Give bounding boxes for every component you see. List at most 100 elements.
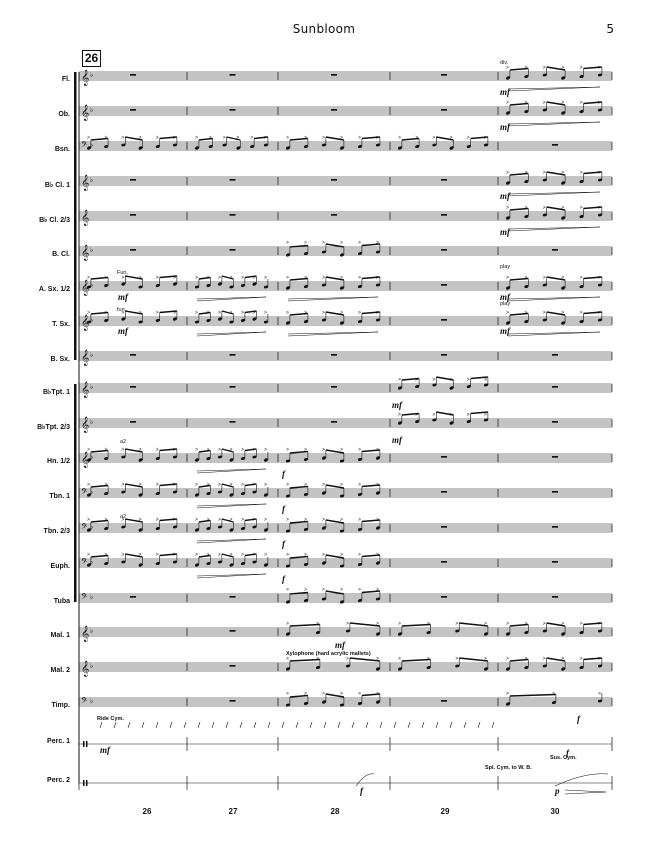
notehead	[222, 143, 227, 147]
notehead	[339, 321, 345, 325]
beam	[459, 657, 488, 662]
notehead	[375, 283, 381, 287]
accent-icon: >	[322, 482, 325, 488]
beam	[90, 519, 109, 523]
notehead	[455, 629, 460, 633]
whole-rest-icon	[331, 74, 337, 76]
beam	[90, 276, 109, 280]
accent-icon: >	[432, 135, 435, 141]
accent-icon: >	[598, 100, 601, 106]
beam	[546, 171, 566, 176]
treble-clef-icon: 𝄞	[81, 417, 89, 433]
instrument-label: Perc. 1	[47, 738, 70, 745]
accent-icon: >	[561, 656, 564, 662]
instrument-label: Mal. 2	[50, 667, 70, 674]
instrument-label: B♭Tpt. 2/3	[37, 424, 70, 431]
beam	[125, 136, 143, 141]
notehead	[597, 73, 603, 77]
notehead	[206, 491, 211, 496]
beam	[159, 275, 177, 279]
notehead	[236, 146, 241, 150]
accent-icon: >	[104, 447, 107, 453]
instrument-label: Ob.	[58, 111, 70, 118]
instrument-label: B♭ Cl. 2/3	[39, 217, 70, 224]
notehead	[561, 632, 566, 636]
whole-rest-icon	[130, 596, 136, 598]
notehead	[138, 563, 143, 567]
whole-rest-icon	[441, 74, 447, 76]
accent-icon: >	[156, 552, 159, 558]
notehead	[121, 455, 126, 459]
dyn-fl: mf	[500, 87, 510, 97]
accent-icon: >	[484, 621, 487, 627]
notehead	[240, 526, 246, 531]
accent-icon: >	[139, 135, 142, 141]
accent-icon: >	[561, 65, 564, 71]
accent-icon: >	[207, 482, 210, 488]
beam	[361, 311, 380, 315]
notehead	[505, 111, 511, 115]
notehead	[483, 632, 489, 636]
accent-icon: >	[358, 310, 361, 316]
dyn-tbn1: f	[282, 504, 285, 514]
notehead	[104, 283, 109, 288]
notehead	[263, 528, 269, 532]
notehead	[375, 250, 381, 254]
notehead	[172, 143, 178, 147]
notehead	[206, 456, 211, 461]
treble-clef-icon: 𝄞	[81, 210, 89, 226]
notehead	[303, 598, 309, 603]
notehead	[138, 458, 143, 462]
ride-stroke	[407, 721, 411, 729]
accent-icon: >	[346, 656, 349, 662]
accent-icon: >	[156, 275, 159, 281]
notehead	[104, 491, 109, 496]
accent-icon: >	[264, 135, 267, 141]
beam	[289, 137, 308, 141]
beam	[583, 622, 602, 626]
ride-stroke	[155, 721, 159, 729]
dyn-perc2-30: p	[555, 786, 560, 796]
beam	[221, 483, 234, 488]
measure-number: 30	[550, 807, 560, 816]
beam	[289, 520, 308, 524]
accent-icon: >	[376, 656, 379, 662]
notehead	[303, 492, 309, 497]
accent-icon: >	[241, 552, 244, 558]
accent-icon: >	[304, 517, 307, 523]
accent-icon: >	[304, 482, 307, 488]
whole-rest-icon	[552, 456, 558, 458]
notehead	[375, 700, 381, 704]
instrument-label: Hn. 1/2	[47, 458, 70, 465]
accent-icon: >	[195, 517, 198, 523]
accent-icon: >	[358, 482, 361, 488]
dyn-tbn23: f	[282, 539, 285, 549]
beam	[289, 244, 308, 248]
accent-icon: >	[376, 275, 379, 281]
accent-icon: >	[506, 275, 509, 281]
beam	[583, 206, 602, 210]
beam	[125, 518, 143, 523]
notehead	[357, 284, 363, 289]
perc-clef-icon	[83, 780, 85, 786]
whole-rest-icon	[441, 700, 447, 702]
accent-icon: >	[264, 482, 267, 488]
accent-icon: >	[598, 656, 601, 662]
flat-sign-icon: ♭	[90, 351, 93, 359]
instrument-label: B♭ Cl. 1	[44, 182, 70, 189]
beam	[159, 310, 177, 314]
ride-stroke	[393, 721, 397, 729]
beam	[254, 136, 268, 140]
accent-icon: >	[340, 587, 343, 593]
notehead	[375, 561, 381, 565]
dyn-tsx: mf	[118, 326, 128, 336]
notehead	[321, 491, 327, 495]
hairpin	[196, 468, 267, 474]
notehead	[542, 318, 547, 322]
flat-sign-icon: ♭	[90, 418, 93, 426]
instrument-label: Timp.	[51, 702, 70, 709]
whole-rest-icon	[441, 179, 447, 181]
ride-cym-marking: Ride Cym.	[97, 716, 124, 722]
accent-icon: >	[121, 275, 124, 281]
hairpin	[196, 503, 267, 509]
